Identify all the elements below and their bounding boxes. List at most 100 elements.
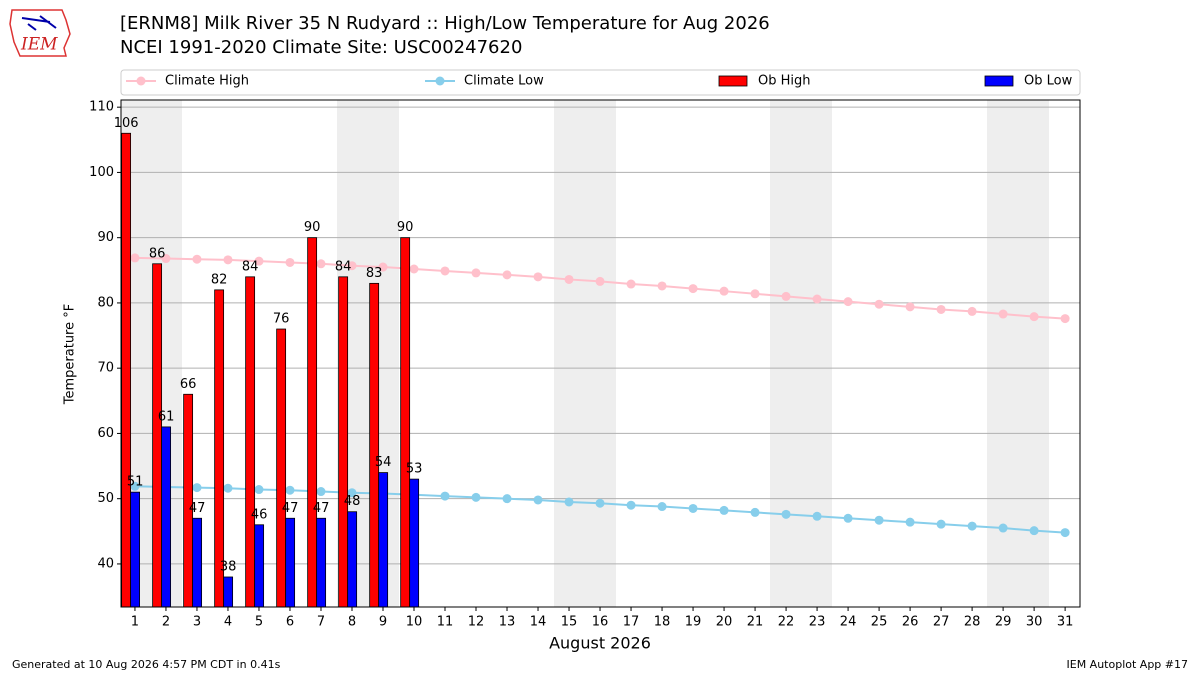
legend-swatch [718, 75, 748, 87]
line-marker [254, 485, 264, 495]
line-marker [719, 505, 729, 515]
data-label: 82 [211, 272, 228, 287]
line-marker [223, 255, 233, 265]
y-tick-label: 50 [97, 491, 114, 506]
x-tick-label: 28 [964, 615, 981, 630]
line-marker [502, 270, 512, 280]
line-marker [347, 488, 357, 498]
bar [161, 426, 172, 608]
line-marker [998, 523, 1008, 533]
x-tick-label: 6 [286, 615, 294, 630]
y-tick-label: 80 [97, 295, 114, 310]
line-marker [130, 253, 140, 263]
bar [245, 276, 256, 608]
x-tick-label: 3 [193, 615, 201, 630]
line-marker [657, 502, 667, 512]
bar [369, 282, 380, 608]
line-marker [595, 276, 605, 286]
line-marker [409, 264, 419, 274]
x-tick-label: 4 [224, 615, 232, 630]
x-tick-label: 15 [561, 615, 578, 630]
y-tick-label: 60 [97, 426, 114, 441]
bar [316, 517, 327, 608]
line-marker [564, 497, 574, 507]
line-marker [471, 268, 481, 278]
line-marker [223, 483, 233, 493]
x-tick-label: 22 [778, 615, 795, 630]
line-marker [285, 485, 295, 495]
line-marker [843, 297, 853, 307]
line-marker [998, 309, 1008, 319]
line-marker [502, 494, 512, 504]
data-label: 47 [189, 501, 206, 516]
line-marker [936, 519, 946, 529]
logo-icon [21, 15, 57, 31]
line-marker [626, 279, 636, 289]
line-marker [843, 513, 853, 523]
data-label: 47 [282, 501, 299, 516]
data-label: 66 [180, 377, 197, 392]
legend-label: Ob High [758, 74, 811, 89]
x-tick-label: 14 [530, 615, 547, 630]
bar [285, 517, 296, 608]
line-marker [440, 491, 450, 501]
x-tick-label: 29 [995, 615, 1012, 630]
x-tick-label: 21 [747, 615, 764, 630]
line-marker [874, 299, 884, 309]
line-marker [750, 289, 760, 299]
x-tick-label: 18 [654, 615, 671, 630]
x-tick-label: 26 [902, 615, 919, 630]
line-marker [533, 272, 543, 282]
line-marker [905, 517, 915, 527]
line-marker [812, 511, 822, 521]
bar [192, 517, 203, 608]
line-marker [564, 274, 574, 284]
x-axis-label: August 2026 [549, 634, 651, 653]
bar [223, 576, 234, 608]
line-marker [1029, 312, 1039, 322]
line-marker [657, 281, 667, 291]
bar [378, 472, 389, 608]
line-marker [936, 304, 946, 314]
weekend-band [770, 100, 832, 607]
line-marker [192, 483, 202, 493]
bar [347, 511, 358, 608]
x-tick-label: 30 [1026, 615, 1043, 630]
x-tick-label: 11 [437, 615, 454, 630]
x-tick-label: 1 [131, 615, 139, 630]
footer-left: Generated at 10 Aug 2026 4:57 PM CDT in … [12, 658, 281, 671]
footer-right: IEM Autoplot App #17 [1067, 658, 1189, 671]
y-axis-label: Temperature °F [63, 304, 78, 405]
x-tick-label: 31 [1057, 615, 1074, 630]
bar [338, 276, 349, 608]
weekend-band [987, 100, 1049, 607]
legend-marker [435, 76, 445, 86]
x-tick-label: 19 [685, 615, 702, 630]
line-marker [719, 286, 729, 296]
line-marker [781, 509, 791, 519]
data-label: 86 [149, 246, 166, 261]
legend-label: Climate Low [464, 74, 544, 89]
logo-outline [9, 9, 71, 57]
y-tick-label: 100 [89, 165, 114, 180]
legend-label: Ob Low [1024, 74, 1073, 89]
data-label: 84 [335, 259, 352, 274]
chart-subtitle: NCEI 1991-2020 Climate Site: USC00247620 [120, 37, 522, 58]
line-marker [347, 261, 357, 271]
line-marker [967, 521, 977, 531]
x-tick-label: 10 [406, 615, 423, 630]
logo: IEM [9, 9, 71, 57]
x-tick-label: 8 [348, 615, 356, 630]
line-marker [626, 500, 636, 510]
legend-swatch [984, 75, 1014, 87]
line-marker [161, 254, 171, 264]
x-tick-label: 9 [379, 615, 387, 630]
data-label: 48 [344, 494, 361, 509]
bar [409, 478, 420, 608]
data-label: 90 [397, 220, 414, 235]
legend-marker [136, 76, 146, 86]
x-tick-label: 23 [809, 615, 826, 630]
weekend-band [554, 100, 616, 607]
line-marker [812, 294, 822, 304]
